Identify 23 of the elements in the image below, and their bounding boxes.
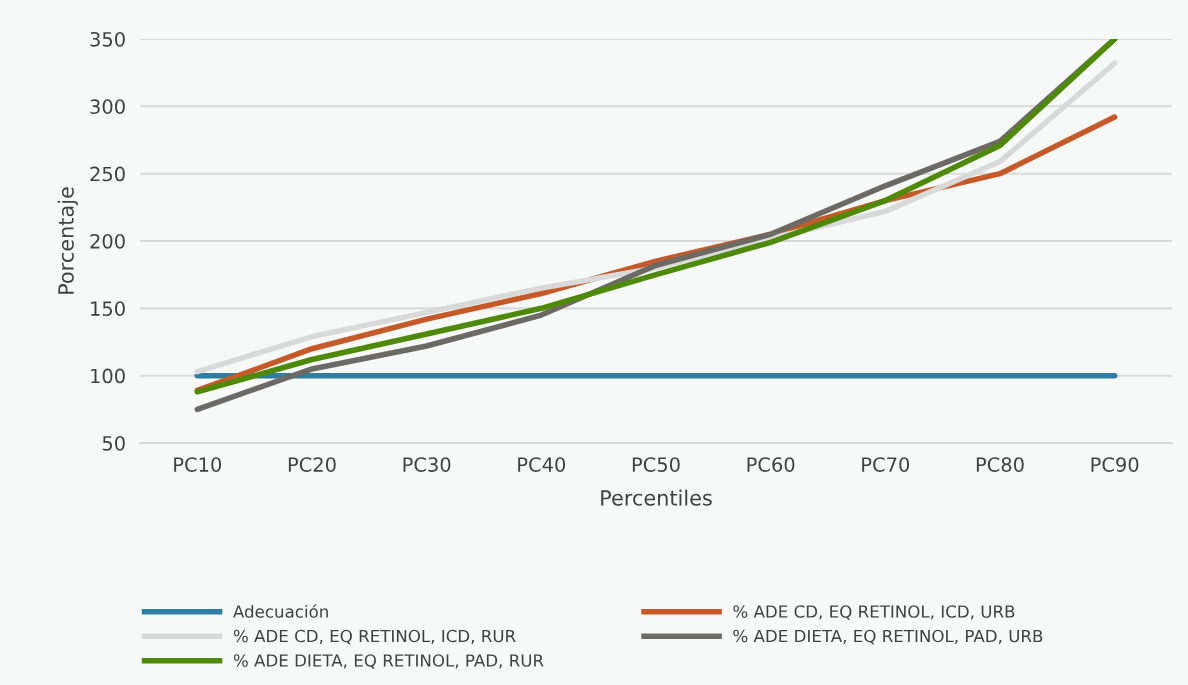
x-tick-label: PC20 [288, 457, 336, 472]
legend-label: Adecuación [233, 604, 328, 618]
x-tick-label: PC40 [518, 457, 566, 472]
legend-label: % ADE CD, EQ RETINOL, ICD, URB [733, 605, 1015, 620]
y-tick-label: 350 [90, 31, 125, 47]
x-tick-label: PC70 [862, 457, 910, 472]
x-tick-label: PC50 [632, 457, 680, 472]
x-tick-label: PC30 [403, 457, 451, 472]
y-tick-label: 150 [91, 301, 125, 316]
y-tick-label: 200 [90, 233, 125, 249]
x-tick-label: PC10 [174, 457, 222, 472]
y-axis-title: Porcentaje [57, 187, 78, 294]
y-tick-label: 100 [91, 368, 125, 384]
legend-label: % ADE CD, EQ RETINOL, ICD, RUR [233, 629, 516, 645]
x-axis-title: Percentiles [601, 489, 712, 506]
y-tick-label: 250 [90, 166, 125, 182]
x-tick-label: PC80 [976, 457, 1024, 472]
x-tick-label: PC90 [1091, 457, 1139, 472]
y-tick-label: 50 [102, 435, 125, 451]
y-tick-label: 300 [90, 99, 125, 114]
legend-label: % ADE DIETA, EQ RETINOL, PAD, URB [733, 629, 1043, 645]
x-tick-label: PC60 [747, 457, 795, 472]
legend-label: % ADE DIETA, EQ RETINOL, PAD, RUR [233, 654, 544, 669]
